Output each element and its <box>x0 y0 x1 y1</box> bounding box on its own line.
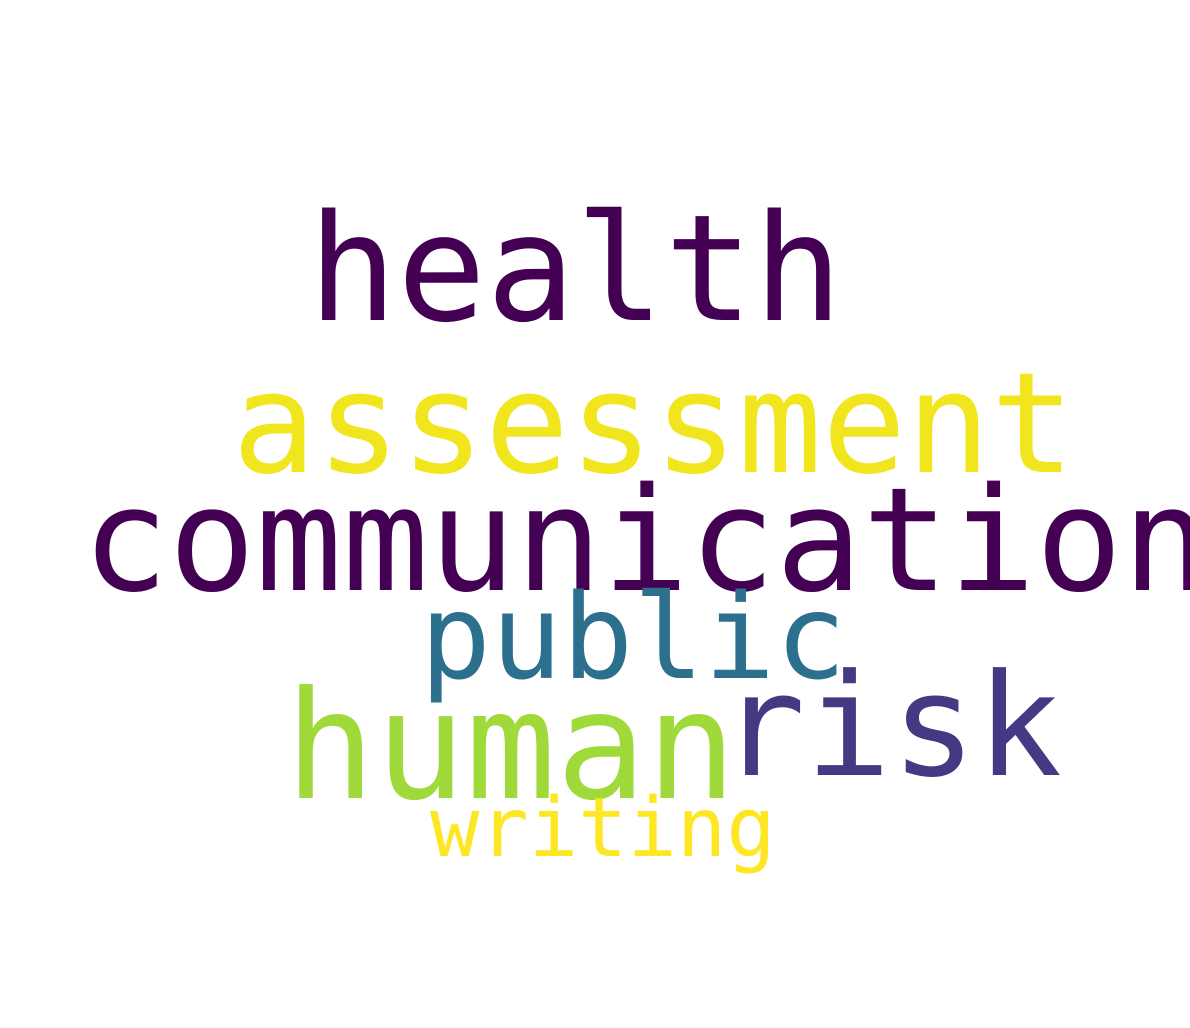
word-public: public <box>420 568 847 706</box>
word-human: human <box>285 660 737 834</box>
word-health: health <box>308 183 843 355</box>
word-writing: writing <box>430 781 776 876</box>
word-assessment: assessment <box>232 343 1075 506</box>
word-risk: risk <box>720 644 1062 809</box>
word-communication: communication <box>82 456 1190 624</box>
